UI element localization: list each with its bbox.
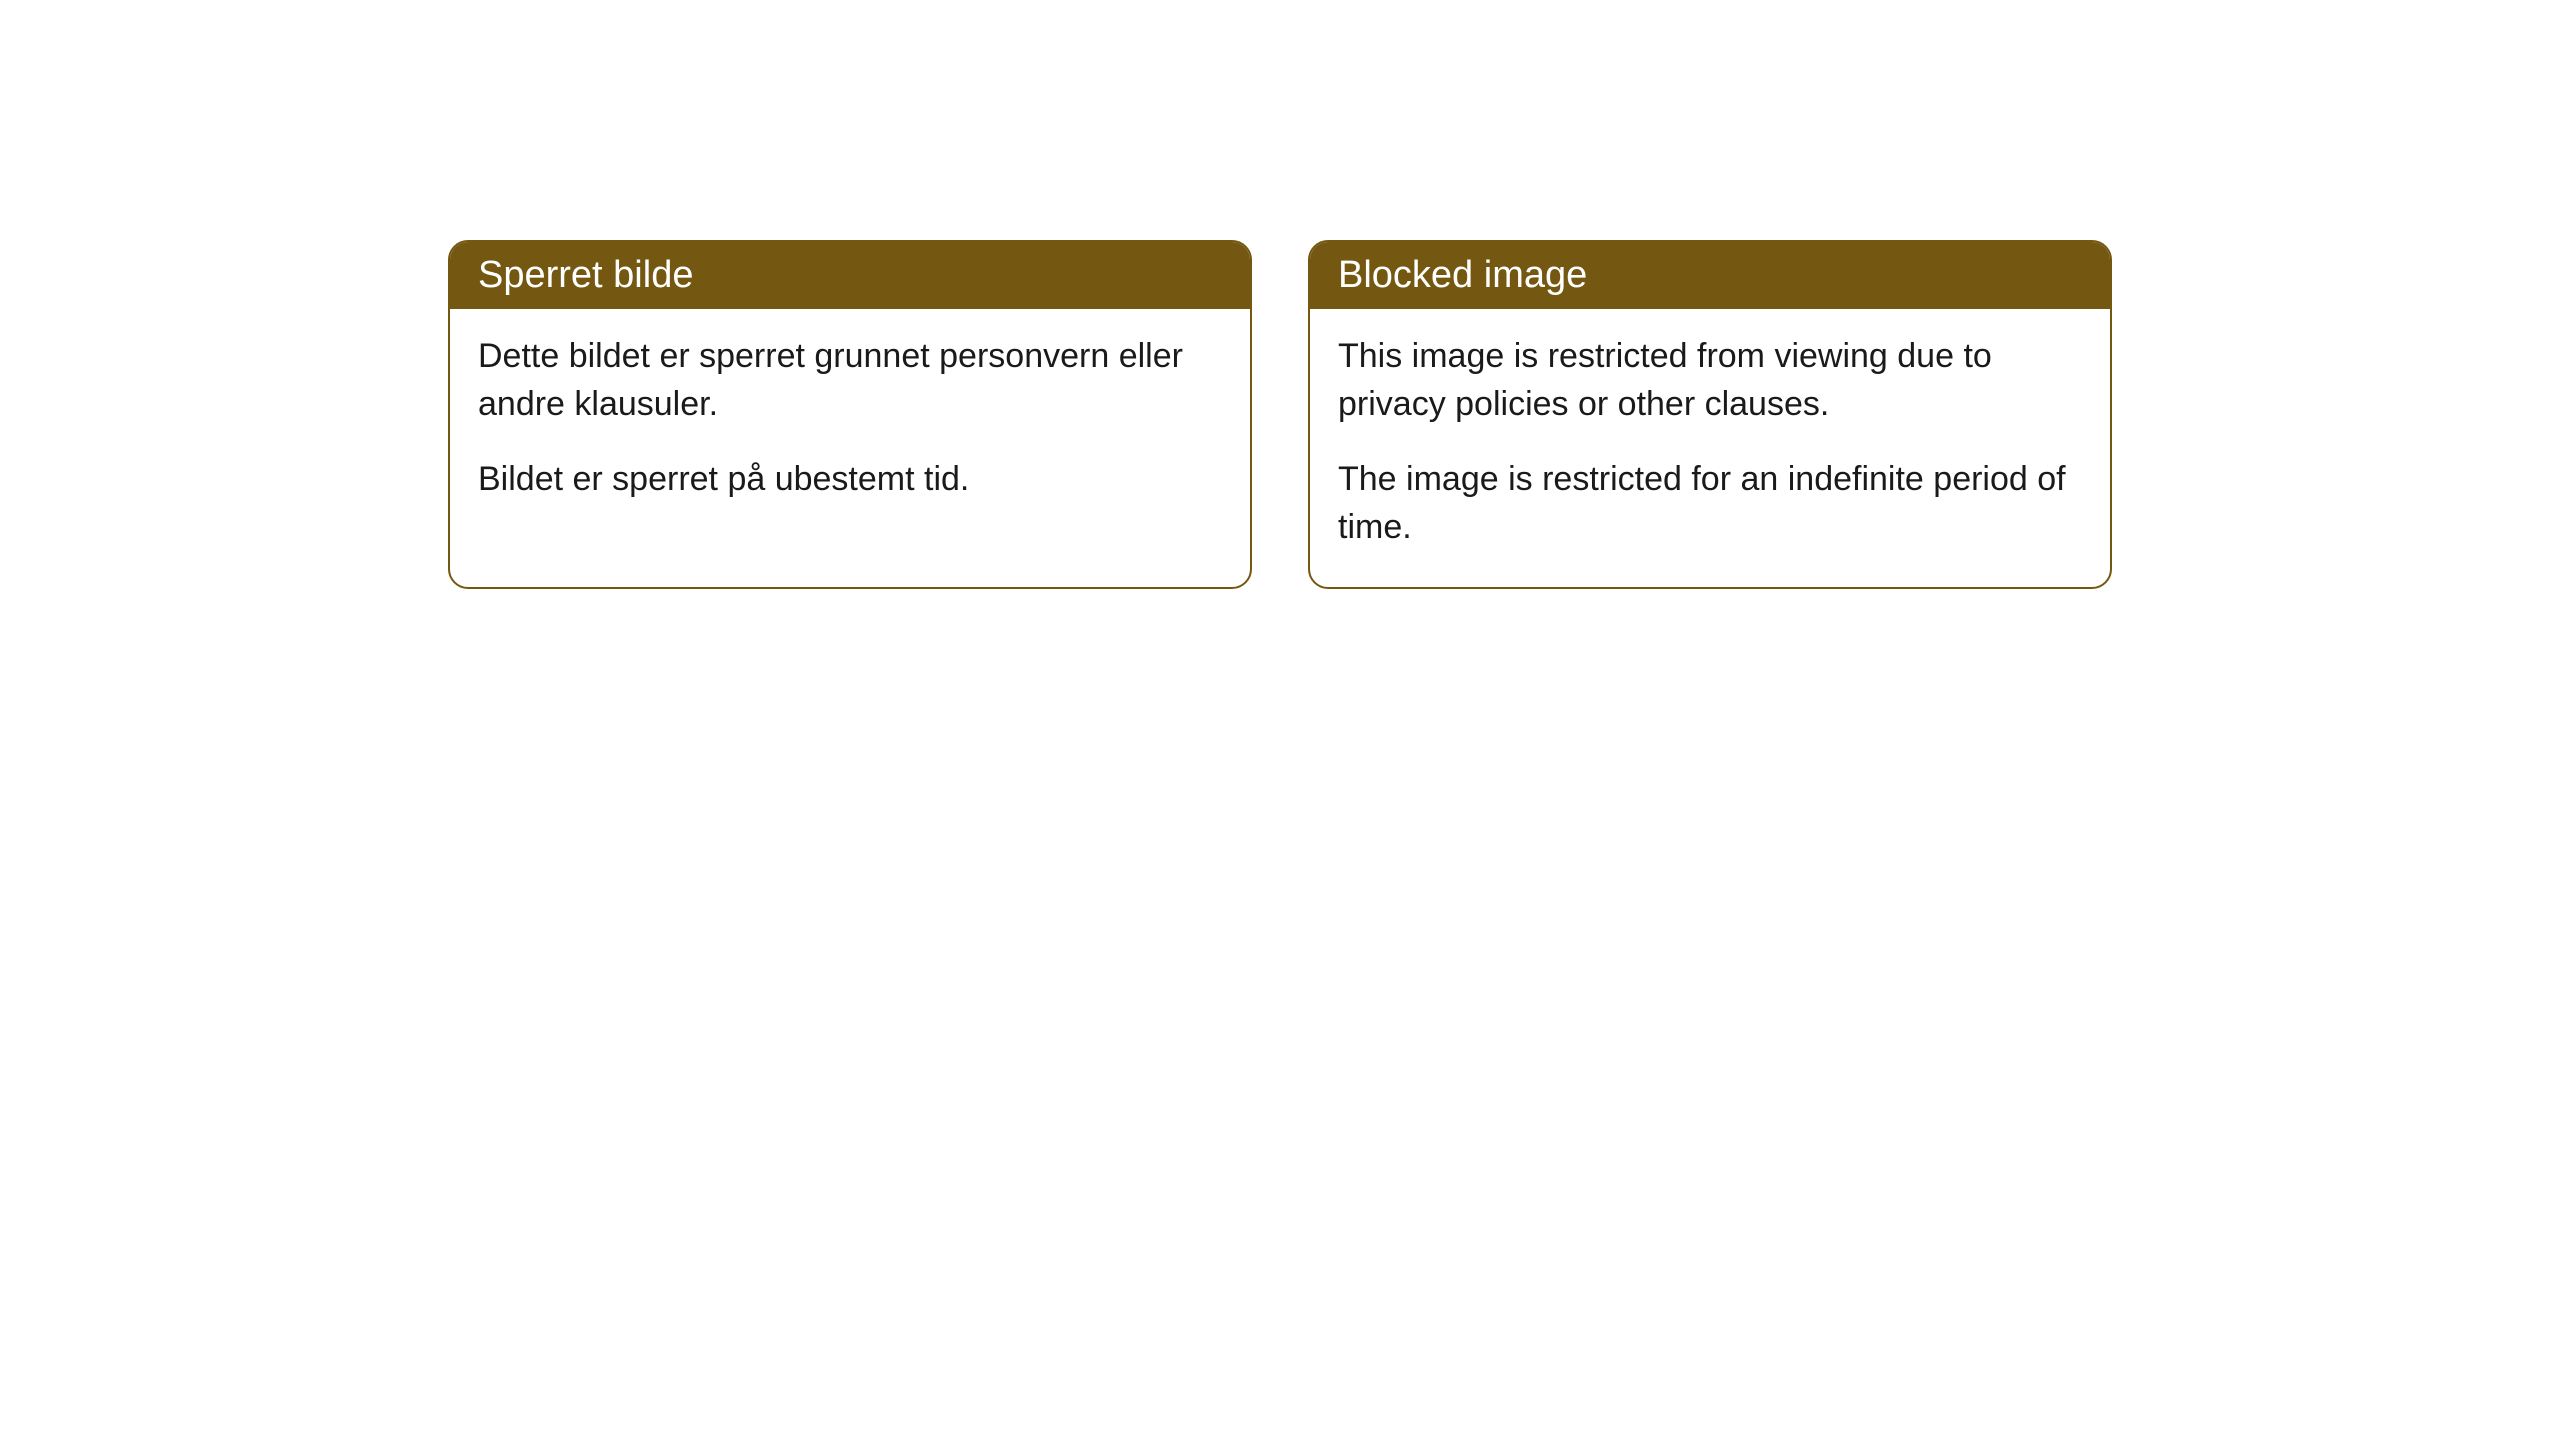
- card-paragraph-1-no: Dette bildet er sperret grunnet personve…: [478, 333, 1222, 428]
- card-title-no: Sperret bilde: [478, 254, 693, 296]
- card-paragraph-1-en: This image is restricted from viewing du…: [1338, 333, 2082, 428]
- card-body-no: Dette bildet er sperret grunnet personve…: [450, 309, 1250, 540]
- card-header-no: Sperret bilde: [450, 242, 1250, 309]
- card-title-en: Blocked image: [1338, 254, 1587, 296]
- card-paragraph-2-no: Bildet er sperret på ubestemt tid.: [478, 456, 1222, 504]
- card-body-en: This image is restricted from viewing du…: [1310, 309, 2110, 587]
- card-header-en: Blocked image: [1310, 242, 2110, 309]
- blocked-image-card-en: Blocked image This image is restricted f…: [1308, 240, 2112, 589]
- blocked-image-card-no: Sperret bilde Dette bildet er sperret gr…: [448, 240, 1252, 589]
- notice-cards-container: Sperret bilde Dette bildet er sperret gr…: [448, 240, 2560, 589]
- card-paragraph-2-en: The image is restricted for an indefinit…: [1338, 456, 2082, 551]
